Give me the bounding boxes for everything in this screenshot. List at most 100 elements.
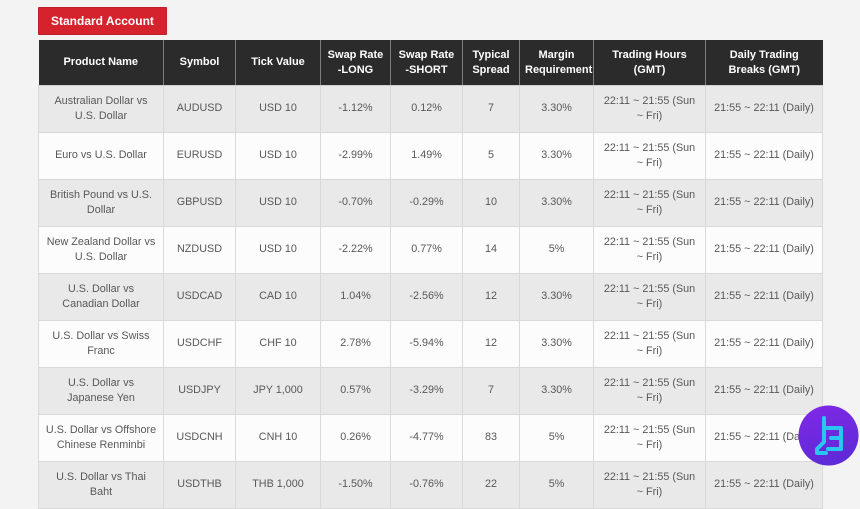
table-cell: 22:11 ~ 21:55 (Sun ~ Fri) — [593, 132, 706, 180]
table-cell: U.S. Dollar vs Canadian Dollar — [38, 273, 164, 321]
table-cell: 22:11 ~ 21:55 (Sun ~ Fri) — [593, 85, 706, 133]
table-cell: 83 — [462, 414, 520, 462]
table-cell: British Pound vs U.S. Dollar — [38, 179, 164, 227]
table-cell: 22:11 ~ 21:55 (Sun ~ Fri) — [593, 320, 706, 368]
table-cell: Australian Dollar vs U.S. Dollar — [38, 85, 164, 133]
table-cell: 1.04% — [320, 273, 391, 321]
products-table: Product Name Symbol Tick Value Swap Rate -L… — [38, 40, 823, 509]
column-header: Tick Value — [235, 40, 321, 86]
table-cell: USDTHB — [163, 461, 236, 509]
table-row: U.S. Dollar vs Canadian Dollar USDCAD CAD … — [38, 273, 823, 321]
standard-account-button[interactable]: Standard Account — [38, 7, 167, 35]
table-cell: NZDUSD — [163, 226, 236, 274]
column-header: Margin Requirement — [519, 40, 594, 86]
table-cell: 21:55 ~ 22:11 (Daily) — [705, 85, 823, 133]
table-cell: 21:55 ~ 22:11 (Daily) — [705, 273, 823, 321]
table-cell: U.S. Dollar vs Thai Baht — [38, 461, 164, 509]
table-cell: CAD 10 — [235, 273, 321, 321]
table-cell: 12 — [462, 273, 520, 321]
table-cell: GBPUSD — [163, 179, 236, 227]
table-cell: 21:55 ~ 22:11 (Daily) — [705, 320, 823, 368]
table-cell: U.S. Dollar vs Japanese Yen — [38, 367, 164, 415]
table-row: U.S. Dollar vs Offshore Chinese Renminbi… — [38, 414, 823, 462]
table-cell: 0.12% — [390, 85, 463, 133]
table-cell: USD 10 — [235, 226, 321, 274]
column-header: Swap Rate -LONG — [320, 40, 391, 86]
table-cell: U.S. Dollar vs Swiss Franc — [38, 320, 164, 368]
table-cell: USDCHF — [163, 320, 236, 368]
table-row: New Zealand Dollar vs U.S. Dollar NZDUSD U… — [38, 226, 823, 274]
column-header: Trading Hours (GMT) — [593, 40, 706, 86]
table-cell: 3.30% — [519, 85, 594, 133]
table-cell: New Zealand Dollar vs U.S. Dollar — [38, 226, 164, 274]
table-cell: 1.49% — [390, 132, 463, 180]
table-row: U.S. Dollar vs Japanese Yen USDJPY JPY 1,0… — [38, 367, 823, 415]
table-header: Product Name Symbol Tick Value Swap Rate -L… — [38, 40, 823, 86]
table-cell: 22 — [462, 461, 520, 509]
table-cell: 2.78% — [320, 320, 391, 368]
table-cell: USD 10 — [235, 132, 321, 180]
table-body: Australian Dollar vs U.S. Dollar AUDUSD US… — [38, 85, 823, 509]
table-cell: 21:55 ~ 22:11 (Daily) — [705, 367, 823, 415]
column-header: Symbol — [163, 40, 236, 86]
table-cell: 22:11 ~ 21:55 (Sun ~ Fri) — [593, 179, 706, 227]
table-cell: USDCAD — [163, 273, 236, 321]
table-cell: 21:55 ~ 22:11 (Daily) — [705, 461, 823, 509]
table-row: Australian Dollar vs U.S. Dollar AUDUSD US… — [38, 85, 823, 133]
table-row: U.S. Dollar vs Thai Baht USDTHB THB 1,000-… — [38, 461, 823, 509]
table-cell: 5 — [462, 132, 520, 180]
table-cell: 14 — [462, 226, 520, 274]
table-cell: -2.56% — [390, 273, 463, 321]
table-cell: 3.30% — [519, 179, 594, 227]
table-cell: -0.70% — [320, 179, 391, 227]
table-cell: -4.77% — [390, 414, 463, 462]
table-cell: 5% — [519, 461, 594, 509]
table-cell: 0.77% — [390, 226, 463, 274]
table-cell: -0.76% — [390, 461, 463, 509]
column-header: Swap Rate -SHORT — [390, 40, 463, 86]
table-row: U.S. Dollar vs Swiss Franc USDCHF CHF 10 2.… — [38, 320, 823, 368]
table-cell: 5% — [519, 226, 594, 274]
table-cell: 21:55 ~ 22:11 (Daily) — [705, 226, 823, 274]
table-cell: 21:55 ~ 22:11 (Daily) — [705, 414, 823, 462]
table-cell: -2.99% — [320, 132, 391, 180]
table-cell: -5.94% — [390, 320, 463, 368]
table-cell: USD 10 — [235, 85, 321, 133]
table-cell: -1.50% — [320, 461, 391, 509]
table-cell: USD 10 — [235, 179, 321, 227]
table-cell: -2.22% — [320, 226, 391, 274]
table-cell: 3.30% — [519, 132, 594, 180]
table-cell: USDCNH — [163, 414, 236, 462]
column-header: Typical Spread — [462, 40, 520, 86]
table-cell: 3.30% — [519, 320, 594, 368]
table-row: British Pound vs U.S. Dollar GBPUSD USD 10… — [38, 179, 823, 227]
column-header: Product Name — [38, 40, 164, 86]
column-header: Daily Trading Breaks (GMT) — [705, 40, 823, 86]
table-cell: 22:11 ~ 21:55 (Sun ~ Fri) — [593, 367, 706, 415]
table-cell: CHF 10 — [235, 320, 321, 368]
table-cell: 21:55 ~ 22:11 (Daily) — [705, 179, 823, 227]
table-cell: THB 1,000 — [235, 461, 321, 509]
table-cell: EURUSD — [163, 132, 236, 180]
table-cell: CNH 10 — [235, 414, 321, 462]
table-cell: 0.26% — [320, 414, 391, 462]
table-row: Euro vs U.S. Dollar EURUSD USD 10 -2.99% 1.4… — [38, 132, 823, 180]
table-cell: 3.30% — [519, 367, 594, 415]
table-cell: -0.29% — [390, 179, 463, 227]
table-cell: 7 — [462, 367, 520, 415]
table-cell: U.S. Dollar vs Offshore Chinese Renminbi — [38, 414, 164, 462]
table-cell: 22:11 ~ 21:55 (Sun ~ Fri) — [593, 414, 706, 462]
table-cell: 22:11 ~ 21:55 (Sun ~ Fri) — [593, 226, 706, 274]
table-cell: 3.30% — [519, 273, 594, 321]
table-cell: 12 — [462, 320, 520, 368]
table-cell: JPY 1,000 — [235, 367, 321, 415]
table-cell: 10 — [462, 179, 520, 227]
table-cell: 22:11 ~ 21:55 (Sun ~ Fri) — [593, 273, 706, 321]
table-cell: 5% — [519, 414, 594, 462]
table-cell: 7 — [462, 85, 520, 133]
table-cell: Euro vs U.S. Dollar — [38, 132, 164, 180]
table-cell: 21:55 ~ 22:11 (Daily) — [705, 132, 823, 180]
table-cell: 0.57% — [320, 367, 391, 415]
table-cell: AUDUSD — [163, 85, 236, 133]
table-cell: -1.12% — [320, 85, 391, 133]
